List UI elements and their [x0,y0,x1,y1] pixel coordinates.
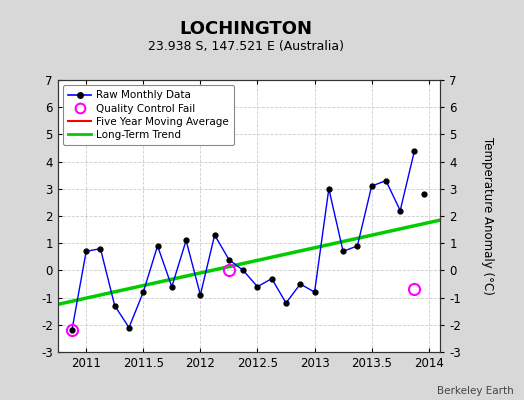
Text: Berkeley Earth: Berkeley Earth [437,386,514,396]
Text: 23.938 S, 147.521 E (Australia): 23.938 S, 147.521 E (Australia) [148,40,344,53]
Text: LOCHINGTON: LOCHINGTON [180,20,313,38]
Y-axis label: Temperature Anomaly (°C): Temperature Anomaly (°C) [481,137,494,295]
Legend: Raw Monthly Data, Quality Control Fail, Five Year Moving Average, Long-Term Tren: Raw Monthly Data, Quality Control Fail, … [63,85,234,145]
